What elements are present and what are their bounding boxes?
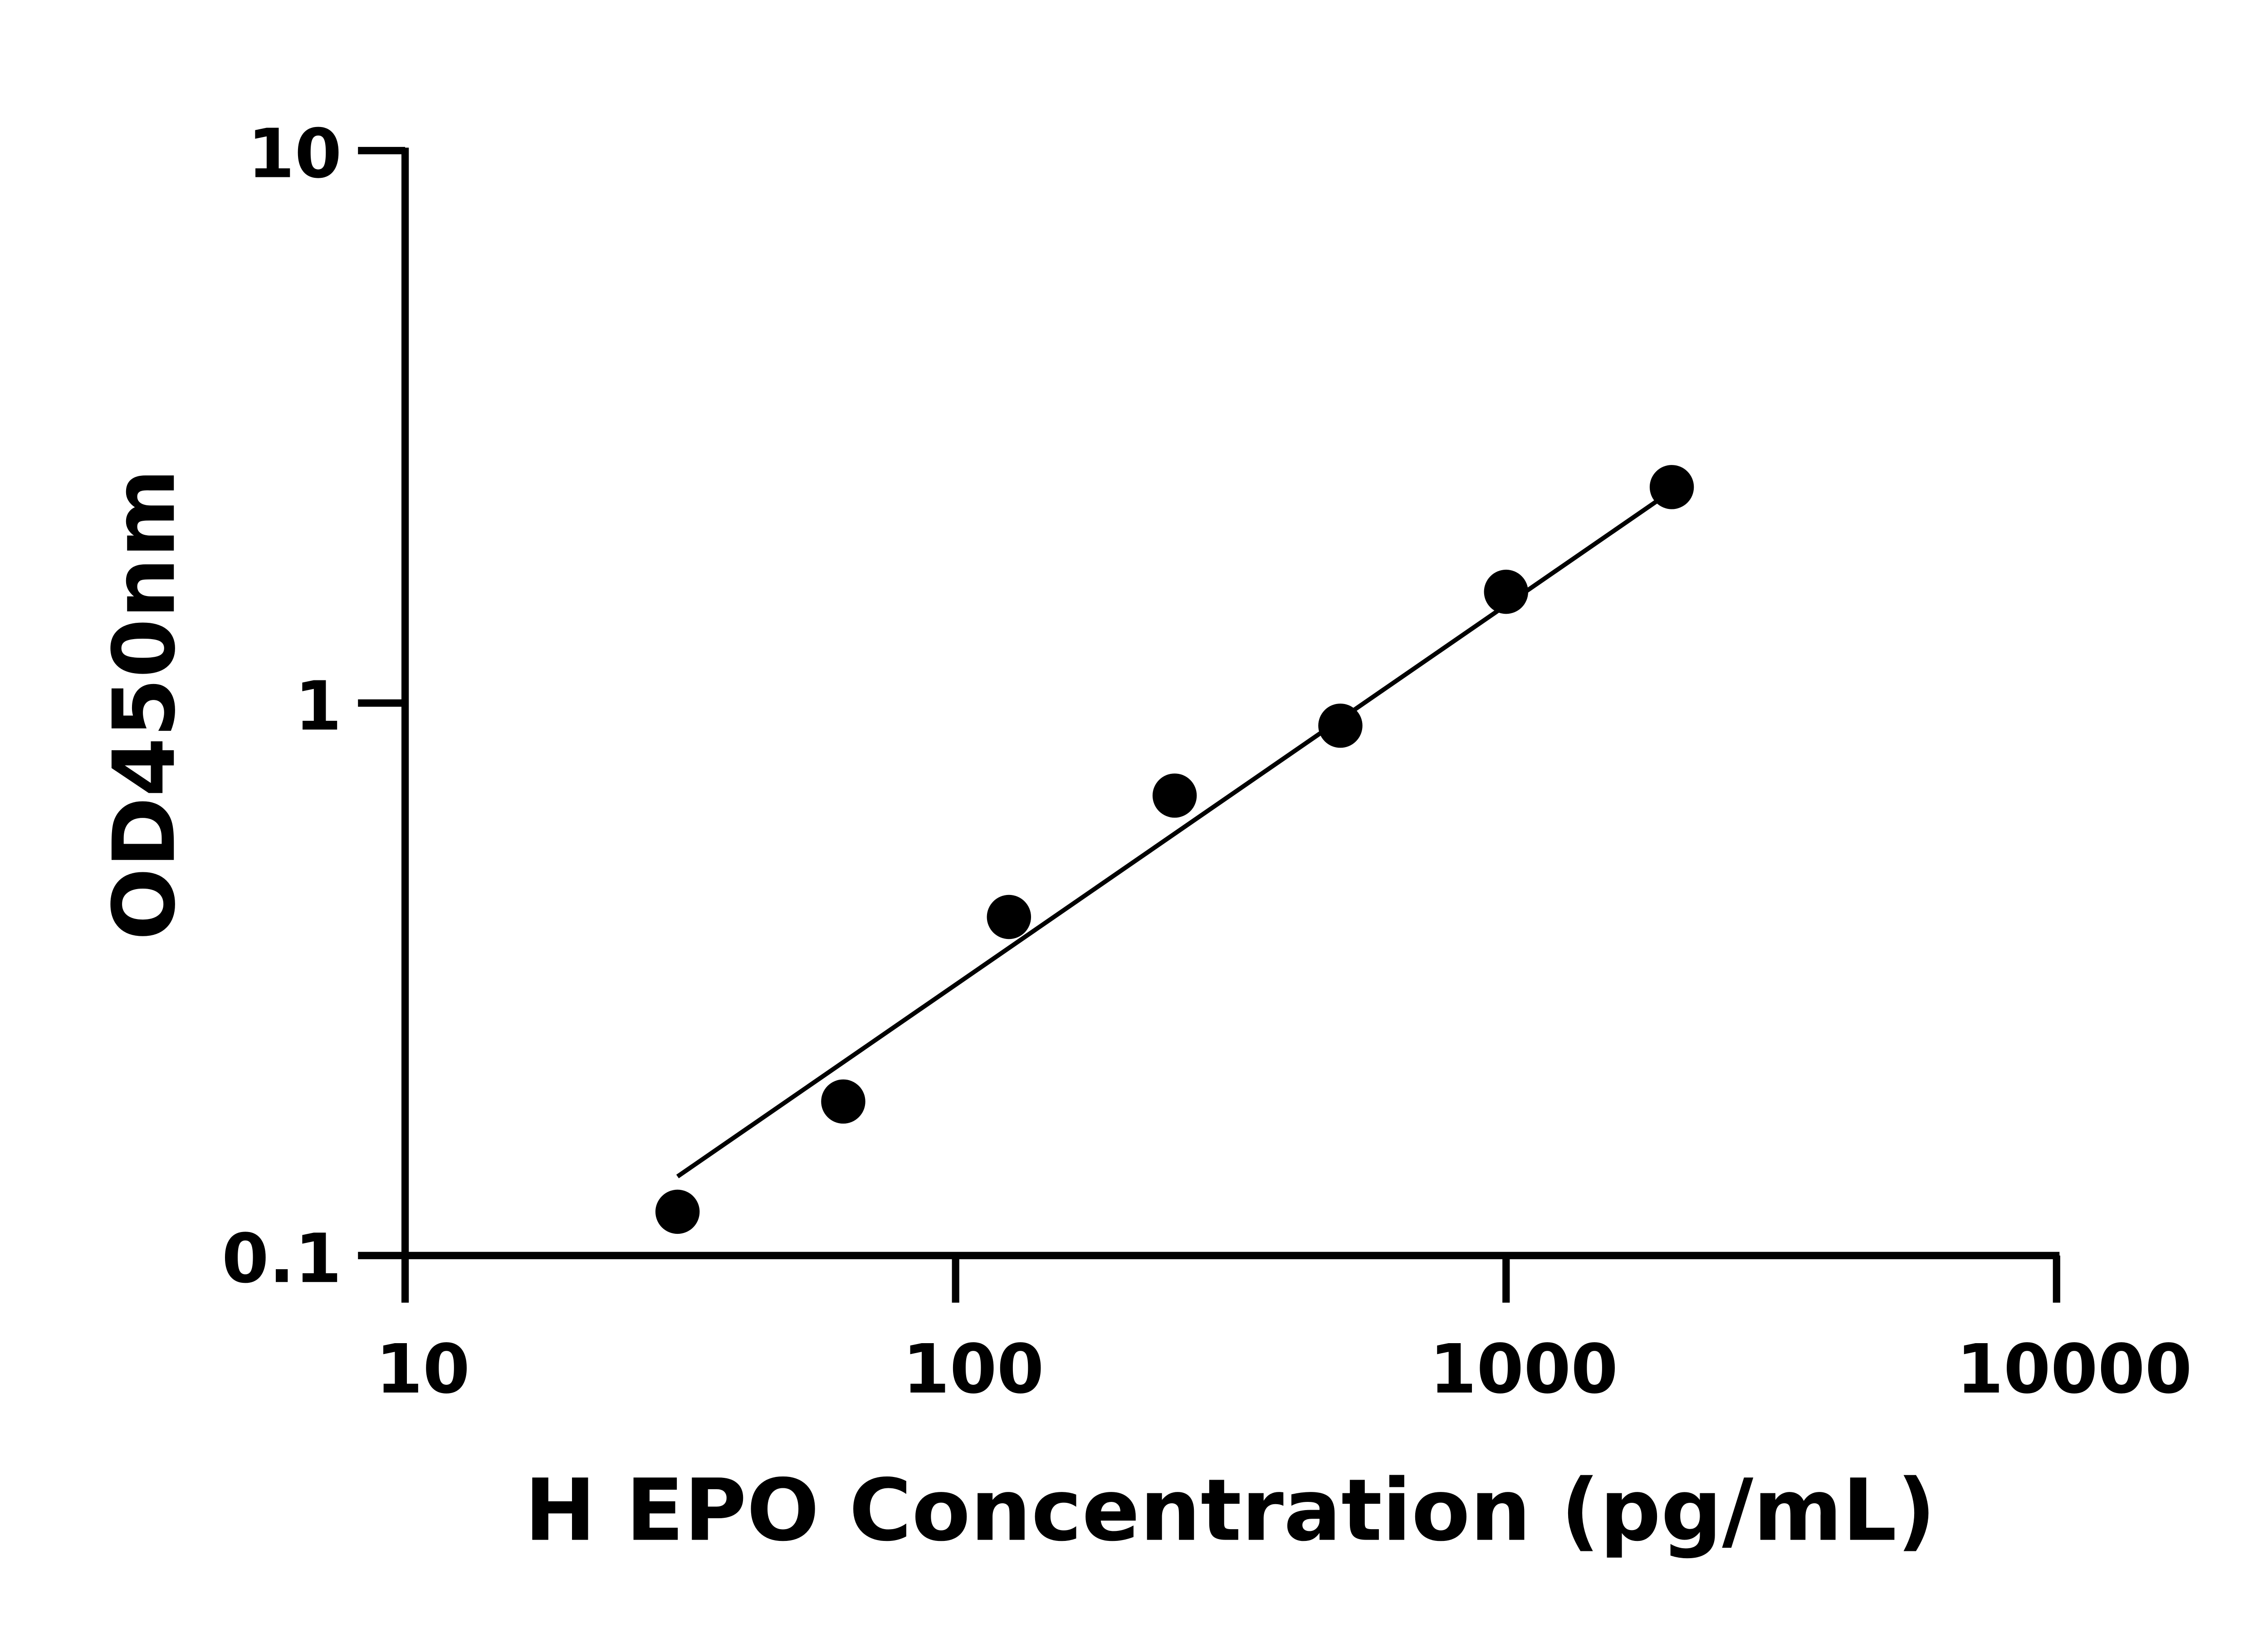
data-point bbox=[987, 895, 1031, 939]
y-tick-label: 10 bbox=[248, 114, 342, 193]
x-tick-label: 10 bbox=[376, 1330, 470, 1409]
data-point bbox=[1484, 569, 1528, 614]
y-tick-label: 1 bbox=[295, 667, 342, 746]
y-tick-label: 0.1 bbox=[222, 1219, 342, 1298]
data-point bbox=[821, 1079, 865, 1124]
y-axis-label: OD450nm bbox=[95, 469, 194, 940]
axes bbox=[401, 147, 2060, 1259]
data-point bbox=[1318, 704, 1363, 748]
x-tick-label: 100 bbox=[903, 1330, 1044, 1409]
data-point bbox=[655, 1189, 700, 1234]
data-point bbox=[1649, 465, 1694, 509]
ticks: 10 100 1000 10000 0.1 1 10 bbox=[222, 114, 2192, 1408]
x-tick-label: 1000 bbox=[1429, 1330, 1618, 1409]
data-point bbox=[1152, 773, 1197, 818]
x-tick-label: 10000 bbox=[1956, 1330, 2192, 1409]
x-axis-label: H EPO Concentration (pg/mL) bbox=[524, 1461, 1936, 1560]
data-points bbox=[655, 465, 1694, 1234]
